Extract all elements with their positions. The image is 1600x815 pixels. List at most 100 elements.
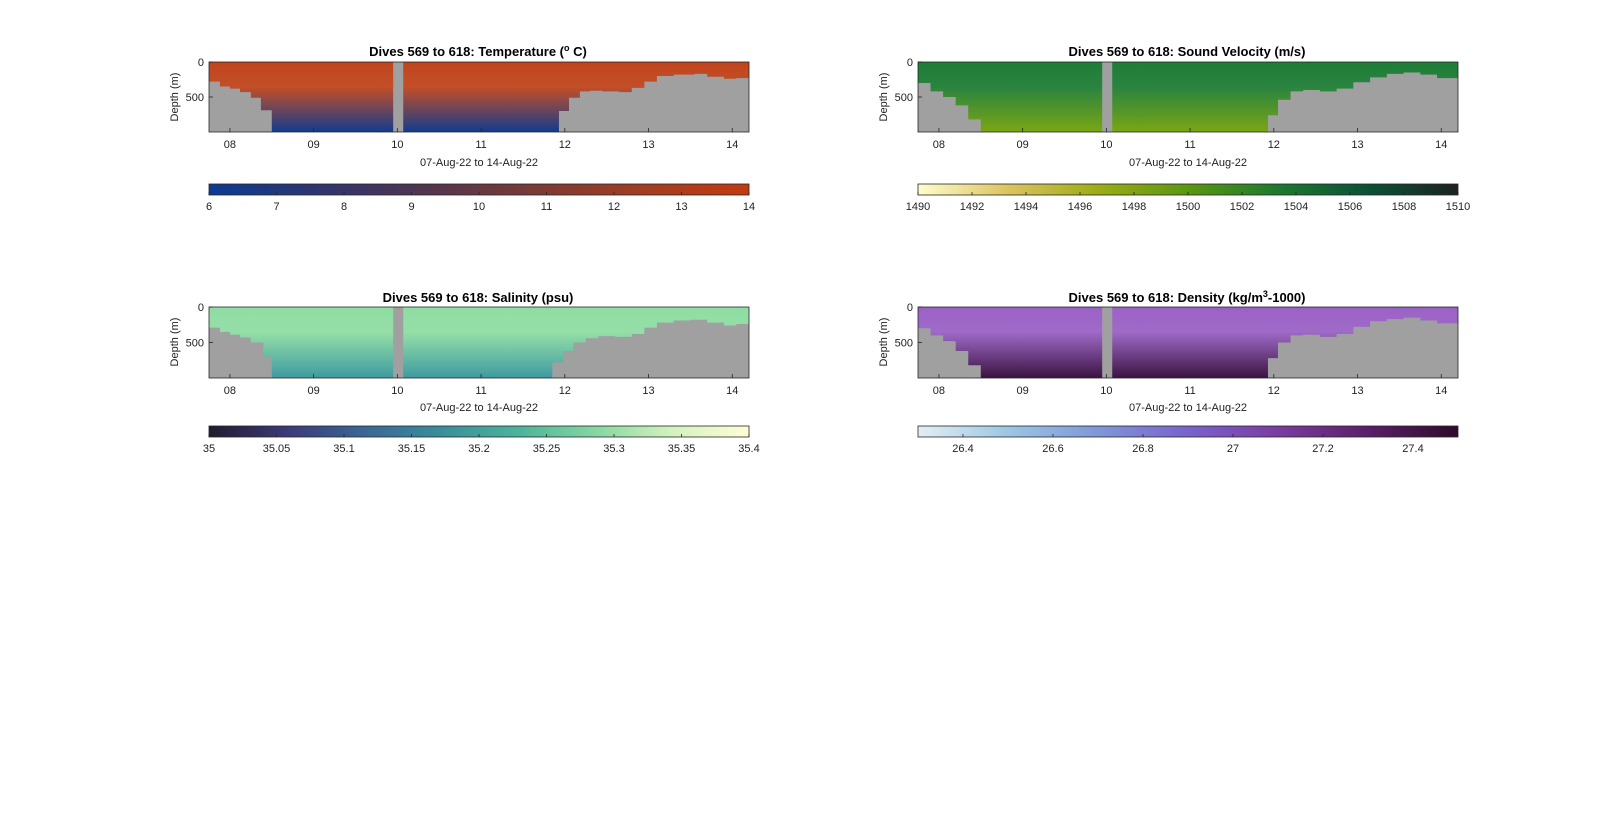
surface-layer (209, 62, 749, 65)
colorbar-tick-label: 27 (1227, 443, 1239, 455)
x-tick-label: 08 (224, 385, 236, 397)
x-tick-label: 12 (559, 139, 571, 151)
y-tick-label: 500 (895, 338, 913, 350)
x-axis-label: 07-Aug-22 to 14-Aug-22 (420, 157, 538, 169)
x-tick-label: 09 (1017, 385, 1029, 397)
colorbar-tick-label: 35.1 (333, 443, 354, 455)
data-gap (1102, 62, 1113, 132)
colorbar-tick-label: 1504 (1284, 201, 1308, 213)
y-tick-label: 0 (907, 302, 913, 314)
y-axis-label: Depth (m) (878, 318, 890, 367)
colorbar-tick-label: 35.2 (468, 443, 489, 455)
colorbar-tick-label: 26.4 (952, 443, 973, 455)
colorbar-tick-label: 1494 (1014, 201, 1038, 213)
colorbar-tick-label: 14 (743, 201, 755, 213)
y-tick-label: 0 (907, 57, 913, 69)
colorbar-tick-label: 1510 (1446, 201, 1470, 213)
surface-layer (918, 62, 1458, 65)
colorbar-tick-label: 12 (608, 201, 620, 213)
x-tick-label: 14 (726, 385, 738, 397)
bathymetry-mask (918, 317, 1458, 378)
y-tick-label: 0 (198, 57, 204, 69)
colorbar-tick-label: 1498 (1122, 201, 1146, 213)
colorbar-tick-label: 1506 (1338, 201, 1362, 213)
x-tick-label: 11 (1184, 385, 1195, 397)
x-tick-label: 10 (1100, 385, 1112, 397)
colorbar: 1490 1492 1494 1496 1498 1500 1502 1504 1506 1508… (906, 183, 1470, 213)
colorbar-tick-label: 27.2 (1312, 443, 1333, 455)
panel-salinity: Dives 569 to 618: Salinity (psu) 08 09 10 1… (169, 290, 760, 455)
x-tick-label: 12 (559, 385, 571, 397)
bathymetry-mask (209, 73, 749, 132)
colorbar-tick-label: 35.4 (738, 443, 759, 455)
y-axis-label: Depth (m) (169, 73, 181, 122)
x-tick-label: 11 (1184, 139, 1195, 151)
data-gap (1102, 307, 1113, 378)
colorbar-tick-label: 7 (273, 201, 279, 213)
x-axis-label: 07-Aug-22 to 14-Aug-22 (420, 402, 538, 414)
surface-layer (209, 307, 749, 310)
x-tick-label: 10 (1100, 139, 1112, 151)
colorbar-tick-label: 27.4 (1402, 443, 1423, 455)
colorbar: 26.4 26.6 26.8 27 27.2 27.4 (917, 425, 1459, 455)
colorbar-tick-label: 1508 (1392, 201, 1416, 213)
x-tick-label: 12 (1268, 139, 1280, 151)
x-tick-label: 14 (1435, 385, 1447, 397)
x-axis-label: 07-Aug-22 to 14-Aug-22 (1129, 402, 1247, 414)
x-tick-label: 11 (475, 385, 486, 397)
data-gap (393, 307, 404, 378)
colorbar-tick-label: 8 (341, 201, 347, 213)
colorbar-tick-label: 26.6 (1042, 443, 1063, 455)
x-tick-label: 10 (391, 139, 403, 151)
colorbar-tick-label: 35.3 (603, 443, 624, 455)
x-tick-label: 08 (933, 385, 945, 397)
colorbar-tick-label: 9 (408, 201, 414, 213)
x-tick-label: 13 (642, 385, 654, 397)
x-tick-label: 11 (475, 139, 486, 151)
colorbar-tick-label: 1502 (1230, 201, 1254, 213)
colorbar-tick-label: 35.35 (668, 443, 696, 455)
heatmap-plot: 08 09 10 11 12 13 14 0 500 (186, 57, 750, 151)
panel-title: Dives 569 to 618: Temperature (o C) (369, 43, 587, 59)
x-tick-label: 08 (933, 139, 945, 151)
colorbar-gradient (917, 425, 1459, 438)
y-tick-label: 0 (198, 302, 204, 314)
x-tick-label: 14 (726, 139, 738, 151)
colorbar-tick-label: 35 (203, 443, 215, 455)
colorbar-tick-label: 35.25 (533, 443, 561, 455)
x-tick-label: 09 (308, 385, 320, 397)
surface-layer (918, 307, 1458, 310)
colorbar-tick-label: 35.05 (263, 443, 291, 455)
x-tick-label: 13 (1351, 139, 1363, 151)
colorbar-tick-label: 26.8 (1132, 443, 1153, 455)
colorbar-tick-label: 6 (206, 201, 212, 213)
heatmap-plot: 08 09 10 11 12 13 14 0 500 (895, 302, 1459, 397)
y-axis-label: Depth (m) (169, 318, 181, 367)
x-tick-label: 09 (308, 139, 320, 151)
panel-title: Dives 569 to 618: Density (kg/m3-1000) (1069, 289, 1306, 305)
x-tick-label: 13 (642, 139, 654, 151)
colorbar: 6 7 8 9 10 11 12 13 14 (206, 183, 755, 213)
y-axis-label: Depth (m) (878, 73, 890, 122)
x-tick-label: 09 (1017, 139, 1029, 151)
colorbar-tick-label: 10 (473, 201, 485, 213)
colorbar-tick-label: 35.15 (398, 443, 426, 455)
heatmap-plot: 08 09 10 11 12 13 14 0 500 (186, 302, 750, 397)
colorbar-tick-label: 1492 (960, 201, 984, 213)
colorbar-tick-label: 1490 (906, 201, 930, 213)
colorbar-tick-label: 1500 (1176, 201, 1200, 213)
y-tick-label: 500 (186, 338, 204, 350)
bathymetry-mask (209, 319, 749, 378)
heatmap-plot: 08 09 10 11 12 13 14 0 500 (895, 57, 1459, 151)
panel-title: Dives 569 to 618: Sound Velocity (m/s) (1069, 44, 1306, 59)
panel-sound-velocity: Dives 569 to 618: Sound Velocity (m/s) 0… (878, 44, 1470, 213)
data-gap (393, 62, 404, 132)
x-tick-label: 10 (391, 385, 403, 397)
panel-title: Dives 569 to 618: Salinity (psu) (383, 290, 574, 305)
colorbar-tick-label: 1496 (1068, 201, 1092, 213)
panel-density: Dives 569 to 618: Density (kg/m3-1000) 0… (878, 289, 1459, 455)
y-tick-label: 500 (895, 92, 913, 104)
x-tick-label: 14 (1435, 139, 1447, 151)
